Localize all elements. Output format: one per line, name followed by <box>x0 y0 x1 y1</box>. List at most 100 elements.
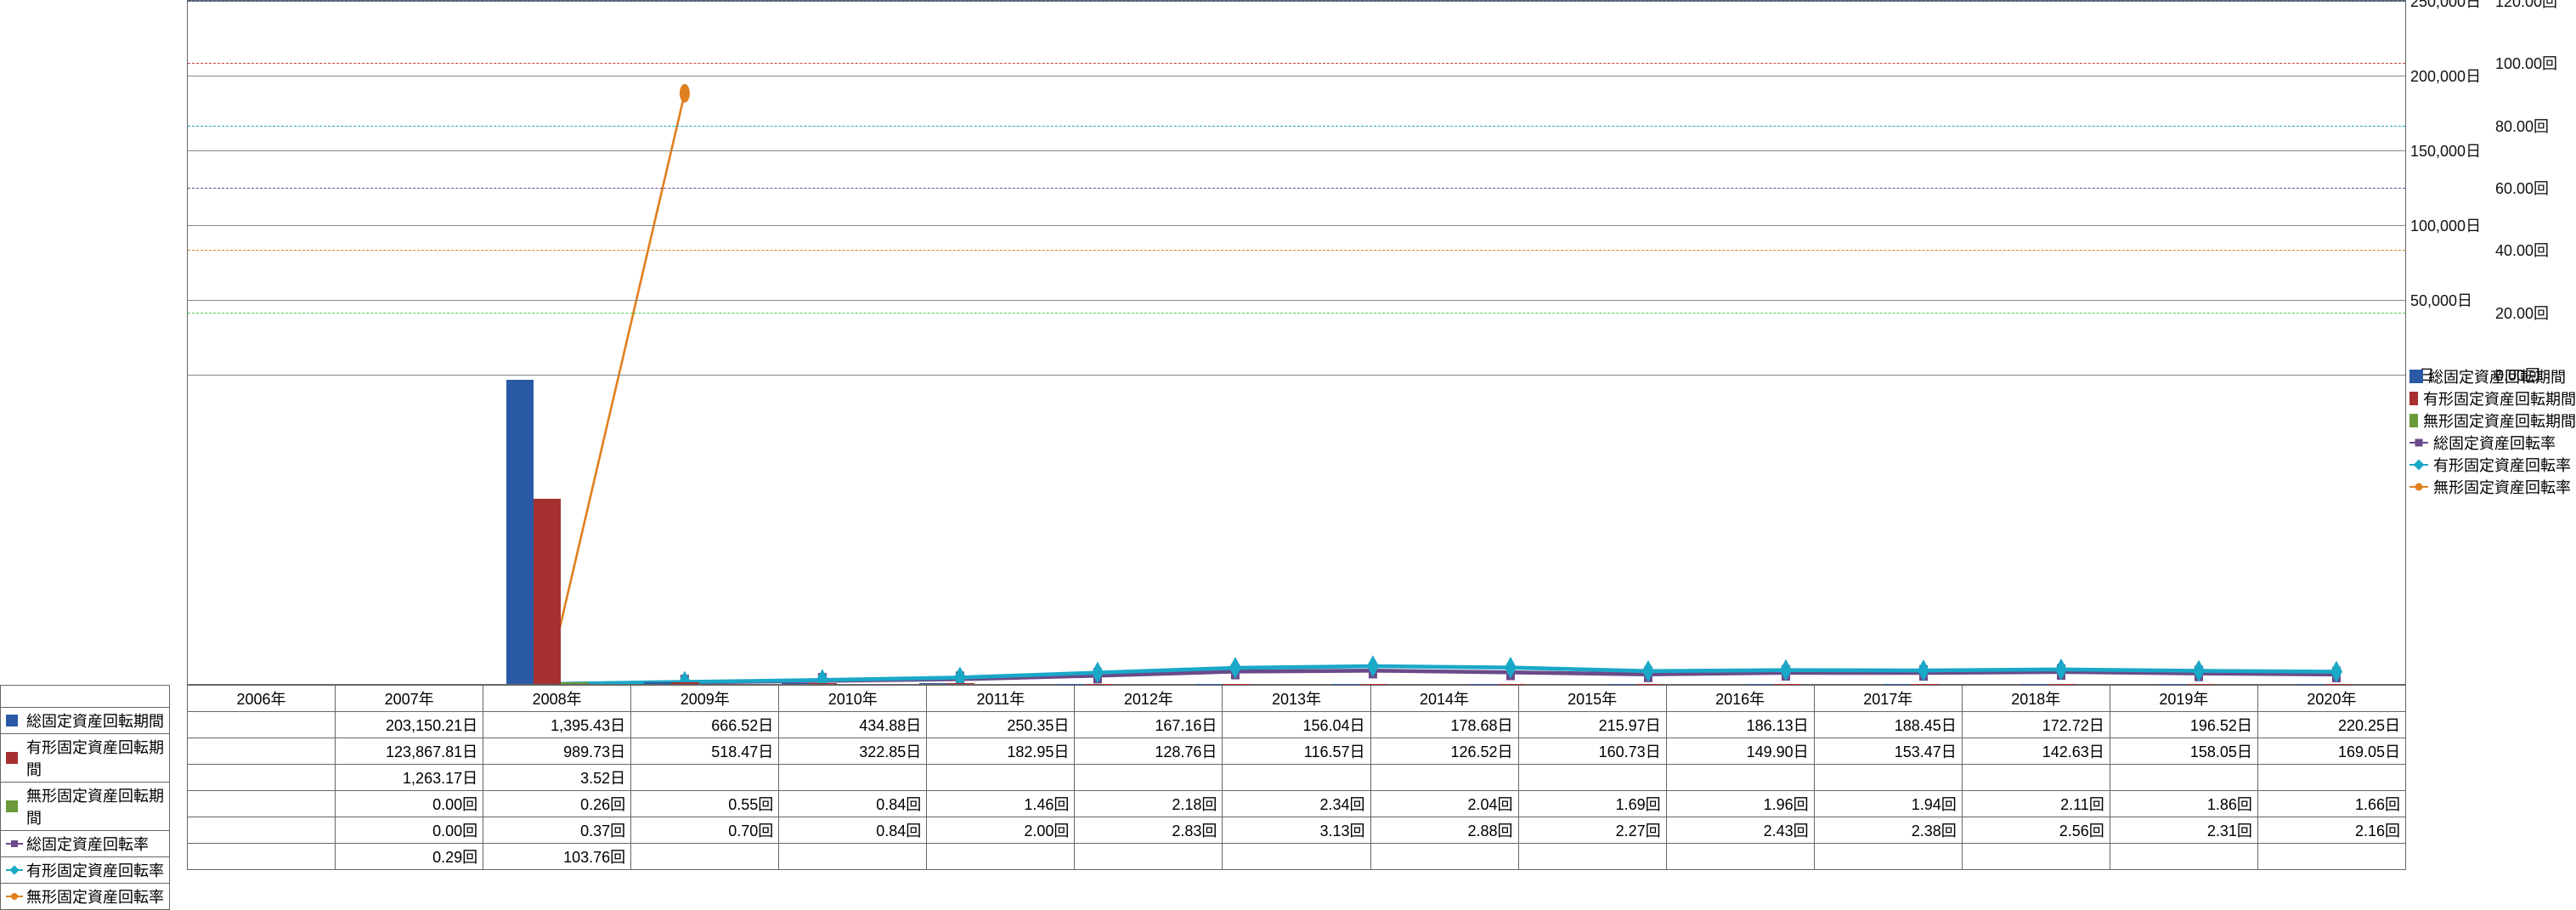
cell-yukei_kikan: 153.47日 <box>1814 738 1962 765</box>
bar-sougotei_kikan <box>506 380 534 684</box>
cell-sougotei_ritsu: 0.26回 <box>483 791 631 817</box>
legend-label: 無形固定資産回転期間 <box>2423 410 2576 432</box>
col-header: 2014年 <box>1370 686 1518 712</box>
plot-area: 0日50,000日100,000日150,000日200,000日250,000… <box>187 0 2406 685</box>
cell-yukei_ritsu: 0.70回 <box>631 817 779 844</box>
legend-label: 総固定資産回転期間 <box>2428 365 2566 387</box>
cell-yukei_kikan: 158.05日 <box>2110 738 2257 765</box>
gridline-right <box>188 188 2405 189</box>
cell-yukei_kikan: 149.90日 <box>1666 738 1814 765</box>
cell-sougotei_ritsu: 2.34回 <box>1223 791 1370 817</box>
cell-sougotei_ritsu: 1.66回 <box>2257 791 2405 817</box>
legend-swatch <box>2409 442 2428 444</box>
cell-yukei_ritsu: 2.27回 <box>1518 817 1666 844</box>
cell-mukei_kikan <box>631 765 779 791</box>
cell-yukei_kikan: 160.73日 <box>1518 738 1666 765</box>
marker-yukei_ritsu <box>816 669 828 684</box>
cell-yukei_ritsu <box>188 817 336 844</box>
marker-mukei_ritsu <box>680 84 690 103</box>
marker-sougotei_ritsu <box>2332 667 2341 682</box>
col-header: 2006年 <box>188 686 336 712</box>
cell-sougotei_kikan: 178.68日 <box>1370 712 1518 738</box>
legend-swatch <box>2409 370 2423 383</box>
col-header: 2018年 <box>1962 686 2110 712</box>
cell-sougotei_ritsu: 1.46回 <box>927 791 1075 817</box>
cell-mukei_kikan <box>1666 765 1814 791</box>
cell-yukei_kikan: 518.47日 <box>631 738 779 765</box>
cell-mukei_kikan <box>2110 765 2257 791</box>
bar-yukei_kikan <box>809 683 836 684</box>
cell-mukei_kikan <box>2257 765 2405 791</box>
cell-yukei_kikan: 182.95日 <box>927 738 1075 765</box>
cell-yukei_ritsu: 3.13回 <box>1223 817 1370 844</box>
marker-yukei_ritsu <box>1918 659 1929 681</box>
cell-yukei_ritsu: 0.84回 <box>779 817 927 844</box>
cell-sougotei_kikan: 220.25日 <box>2257 712 2405 738</box>
cell-mukei_ritsu <box>1370 844 1518 870</box>
marker-sougotei_ritsu <box>1919 665 1928 681</box>
data-table: 2006年2007年2008年2009年2010年2011年2012年2013年… <box>187 685 2406 870</box>
cell-yukei_kikan: 322.85日 <box>779 738 927 765</box>
cell-sougotei_ritsu: 0.55回 <box>631 791 779 817</box>
row-swatch <box>6 800 18 812</box>
cell-mukei_ritsu <box>1075 844 1223 870</box>
cell-yukei_kikan: 123,867.81日 <box>336 738 483 765</box>
col-header: 2017年 <box>1814 686 1962 712</box>
row-swatch <box>6 752 18 764</box>
cell-sougotei_ritsu: 1.69回 <box>1518 791 1666 817</box>
cell-sougotei_kikan: 156.04日 <box>1223 712 1370 738</box>
cell-mukei_kikan <box>1962 765 2110 791</box>
row-header-mukei_kikan: 無形固定資産回転期間 <box>1 783 170 831</box>
cell-yukei_ritsu: 2.00回 <box>927 817 1075 844</box>
table-corner <box>1 686 170 708</box>
data-table-wrap: 総固定資産回転期間有形固定資産回転期間無形固定資産回転期間総固定資産回転率有形固… <box>0 685 2576 910</box>
cell-mukei_kikan <box>1370 765 1518 791</box>
cell-mukei_ritsu <box>779 844 927 870</box>
marker-sougotei_ritsu <box>818 673 827 684</box>
cell-sougotei_kikan: 1,395.43日 <box>483 712 631 738</box>
cell-mukei_ritsu <box>1962 844 2110 870</box>
cell-mukei_kikan <box>1518 765 1666 791</box>
cell-sougotei_kikan: 250.35日 <box>927 712 1075 738</box>
gridline-right <box>188 250 2405 251</box>
chart-row: 0日50,000日100,000日150,000日200,000日250,000… <box>0 0 2576 685</box>
line-mukei_ritsu <box>547 93 685 682</box>
cell-sougotei_kikan: 172.72日 <box>1962 712 2110 738</box>
cell-yukei_kikan <box>188 738 336 765</box>
marker-yukei_ritsu <box>2055 658 2067 681</box>
cell-mukei_kikan <box>1075 765 1223 791</box>
cell-sougotei_ritsu: 1.86回 <box>2110 791 2257 817</box>
cell-mukei_kikan: 1,263.17日 <box>336 765 483 791</box>
cell-yukei_ritsu: 0.37回 <box>483 817 631 844</box>
cell-yukei_kikan: 126.52日 <box>1370 738 1518 765</box>
marker-sougotei_ritsu <box>1506 664 1515 680</box>
cell-sougotei_ritsu: 1.94回 <box>1814 791 1962 817</box>
cell-sougotei_ritsu: 0.84回 <box>779 791 927 817</box>
gridline-right <box>188 63 2405 64</box>
legend-swatch <box>2409 414 2418 427</box>
cell-yukei_kikan: 142.63日 <box>1962 738 2110 765</box>
cell-yukei_kikan: 128.76日 <box>1075 738 1223 765</box>
chart-container: 0日50,000日100,000日150,000日200,000日250,000… <box>0 0 2576 910</box>
cell-mukei_ritsu <box>2110 844 2257 870</box>
gridline-right <box>188 126 2405 127</box>
bar-yukei_kikan <box>671 682 698 684</box>
bar-yukei_kikan <box>946 683 974 684</box>
marker-sougotei_ritsu <box>1231 664 1240 679</box>
bar-yukei_kikan <box>534 499 561 684</box>
gridline-left <box>188 150 2405 151</box>
cell-mukei_ritsu <box>1666 844 1814 870</box>
marker-yukei_ritsu <box>1505 657 1517 679</box>
col-header: 2008年 <box>483 686 631 712</box>
legend-item-yukei_ritsu: 有形固定資産回転率 <box>2409 454 2576 476</box>
marker-sougotei_ritsu <box>2057 664 2065 680</box>
cell-yukei_kikan: 169.05日 <box>2257 738 2405 765</box>
gridline-right <box>188 1 2405 2</box>
cell-mukei_ritsu: 0.29回 <box>336 844 483 870</box>
marker-sougotei_ritsu <box>1093 668 1102 683</box>
marker-yukei_ritsu <box>1780 659 1792 681</box>
row-header-table: 総固定資産回転期間有形固定資産回転期間無形固定資産回転期間総固定資産回転率有形固… <box>0 685 170 910</box>
cell-sougotei_kikan: 215.97日 <box>1518 712 1666 738</box>
col-header: 2009年 <box>631 686 779 712</box>
col-header: 2012年 <box>1075 686 1223 712</box>
